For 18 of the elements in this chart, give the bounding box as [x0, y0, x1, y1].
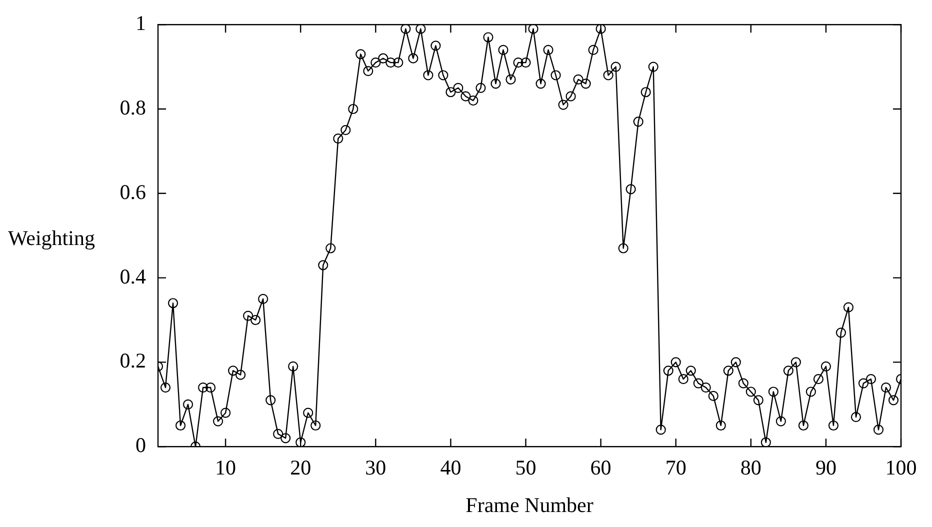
x-tick-label: 40 [440, 456, 462, 480]
y-tick-label: 0.2 [120, 348, 146, 373]
y-axis-title: Weighting [8, 226, 96, 250]
x-tick-label: 100 [885, 456, 917, 480]
y-tick-label: 0.8 [120, 96, 146, 120]
x-tick-label: 90 [815, 456, 836, 480]
y-tick-label: 1 [136, 11, 146, 36]
x-tick-label: 50 [515, 456, 536, 480]
x-tick-label: 30 [365, 456, 386, 480]
x-tick-label: 60 [590, 456, 612, 480]
y-tick-label: 0.6 [120, 180, 146, 204]
x-tick-label: 20 [290, 456, 312, 480]
y-tick-label: 0 [136, 433, 146, 458]
x-tick-label: 80 [740, 456, 762, 480]
y-tick-label: 0.4 [120, 264, 146, 288]
x-tick-label: 70 [665, 456, 686, 480]
x-axis-title: Frame Number [466, 492, 594, 517]
x-tick-label: 10 [215, 456, 236, 480]
